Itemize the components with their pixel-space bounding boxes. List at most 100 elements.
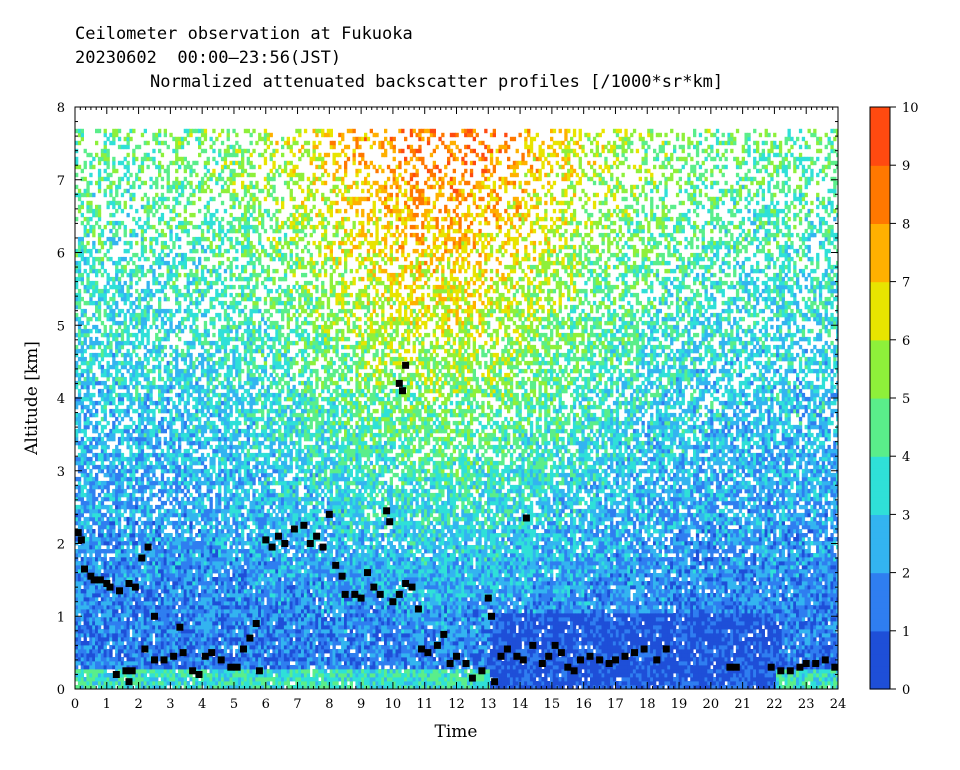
backscatter-cell bbox=[184, 209, 187, 213]
backscatter-cell bbox=[178, 325, 181, 329]
backscatter-cell bbox=[201, 565, 204, 569]
backscatter-cell bbox=[189, 477, 192, 481]
backscatter-cell bbox=[212, 513, 215, 517]
backscatter-cell bbox=[152, 509, 155, 513]
backscatter-cell bbox=[138, 329, 141, 333]
backscatter-cell bbox=[169, 209, 172, 213]
backscatter-cell bbox=[104, 629, 107, 633]
backscatter-cell bbox=[178, 609, 181, 613]
backscatter-cell bbox=[184, 353, 187, 357]
backscatter-cell bbox=[212, 425, 215, 429]
backscatter-cell bbox=[207, 157, 210, 161]
backscatter-cell bbox=[98, 569, 101, 573]
backscatter-cell bbox=[175, 161, 178, 165]
backscatter-cell bbox=[201, 433, 204, 437]
backscatter-cell bbox=[132, 217, 135, 221]
backscatter-cell bbox=[175, 269, 178, 273]
backscatter-cell bbox=[95, 613, 98, 617]
backscatter-cell bbox=[95, 269, 98, 273]
backscatter-cell bbox=[221, 597, 224, 601]
backscatter-cell bbox=[201, 593, 204, 597]
backscatter-cell bbox=[189, 521, 192, 525]
backscatter-cell bbox=[164, 645, 167, 649]
backscatter-cell bbox=[118, 369, 121, 373]
backscatter-cell bbox=[118, 549, 121, 553]
backscatter-cell bbox=[169, 265, 172, 269]
backscatter-cell bbox=[169, 585, 172, 589]
backscatter-cell bbox=[192, 505, 195, 509]
backscatter-cell bbox=[192, 601, 195, 605]
backscatter-cell bbox=[207, 373, 210, 377]
backscatter-cell bbox=[155, 557, 158, 561]
backscatter-cell bbox=[155, 289, 158, 293]
backscatter-cell bbox=[81, 129, 84, 133]
backscatter-cell bbox=[155, 453, 158, 457]
backscatter-cell bbox=[112, 497, 115, 501]
backscatter-cell bbox=[161, 401, 164, 405]
backscatter-cell bbox=[201, 561, 204, 565]
backscatter-cell bbox=[164, 669, 167, 673]
backscatter-cell bbox=[86, 625, 89, 629]
backscatter-cell bbox=[141, 309, 144, 313]
backscatter-cell bbox=[184, 677, 187, 681]
backscatter-cell bbox=[84, 177, 87, 181]
backscatter-cell bbox=[127, 597, 130, 601]
backscatter-cell bbox=[86, 669, 89, 673]
backscatter-cell bbox=[187, 401, 190, 405]
backscatter-cell bbox=[149, 637, 152, 641]
backscatter-cell bbox=[109, 509, 112, 513]
backscatter-cell bbox=[135, 377, 138, 381]
backscatter-cell bbox=[147, 497, 150, 501]
backscatter-cell bbox=[109, 329, 112, 333]
backscatter-cell bbox=[221, 437, 224, 441]
backscatter-cell bbox=[98, 609, 101, 613]
backscatter-cell bbox=[112, 633, 115, 637]
backscatter-cell bbox=[95, 597, 98, 601]
backscatter-cell bbox=[149, 557, 152, 561]
backscatter-cell bbox=[175, 461, 178, 465]
backscatter-cell bbox=[172, 205, 175, 209]
backscatter-cell bbox=[161, 601, 164, 605]
backscatter-cell bbox=[215, 673, 218, 677]
backscatter-cell bbox=[169, 509, 172, 513]
backscatter-cell bbox=[78, 637, 81, 641]
backscatter-cell bbox=[149, 589, 152, 593]
backscatter-cell bbox=[195, 413, 198, 417]
backscatter-cell bbox=[98, 541, 101, 545]
backscatter-cell bbox=[169, 277, 172, 281]
backscatter-cell bbox=[192, 361, 195, 365]
backscatter-cell bbox=[212, 249, 215, 253]
backscatter-cell bbox=[104, 525, 107, 529]
backscatter-cell bbox=[215, 537, 218, 541]
backscatter-cell bbox=[118, 581, 121, 585]
backscatter-cell bbox=[178, 181, 181, 185]
backscatter-cell bbox=[104, 645, 107, 649]
backscatter-cell bbox=[112, 237, 115, 241]
backscatter-cell bbox=[124, 301, 127, 305]
backscatter-cell bbox=[89, 621, 92, 625]
backscatter-cell bbox=[221, 361, 224, 365]
backscatter-cell bbox=[89, 165, 92, 169]
backscatter-cell bbox=[104, 613, 107, 617]
backscatter-cell bbox=[81, 341, 84, 345]
backscatter-cell bbox=[141, 373, 144, 377]
backscatter-cell bbox=[149, 421, 152, 425]
backscatter-cell bbox=[147, 657, 150, 661]
backscatter-cell bbox=[192, 573, 195, 577]
backscatter-cell bbox=[198, 437, 201, 441]
backscatter-cell bbox=[189, 649, 192, 653]
backscatter-cell bbox=[172, 505, 175, 509]
backscatter-cell bbox=[212, 421, 215, 425]
backscatter-cell bbox=[95, 653, 98, 657]
backscatter-cell bbox=[198, 665, 201, 669]
backscatter-cell bbox=[204, 133, 207, 137]
backscatter-cell bbox=[181, 145, 184, 149]
backscatter-cell bbox=[175, 153, 178, 157]
backscatter-cell bbox=[155, 681, 158, 685]
backscatter-cell bbox=[207, 389, 210, 393]
backscatter-cell bbox=[135, 273, 138, 277]
backscatter-cell bbox=[149, 477, 152, 481]
backscatter-cell bbox=[192, 577, 195, 581]
backscatter-cell bbox=[98, 361, 101, 365]
backscatter-cell bbox=[155, 261, 158, 265]
